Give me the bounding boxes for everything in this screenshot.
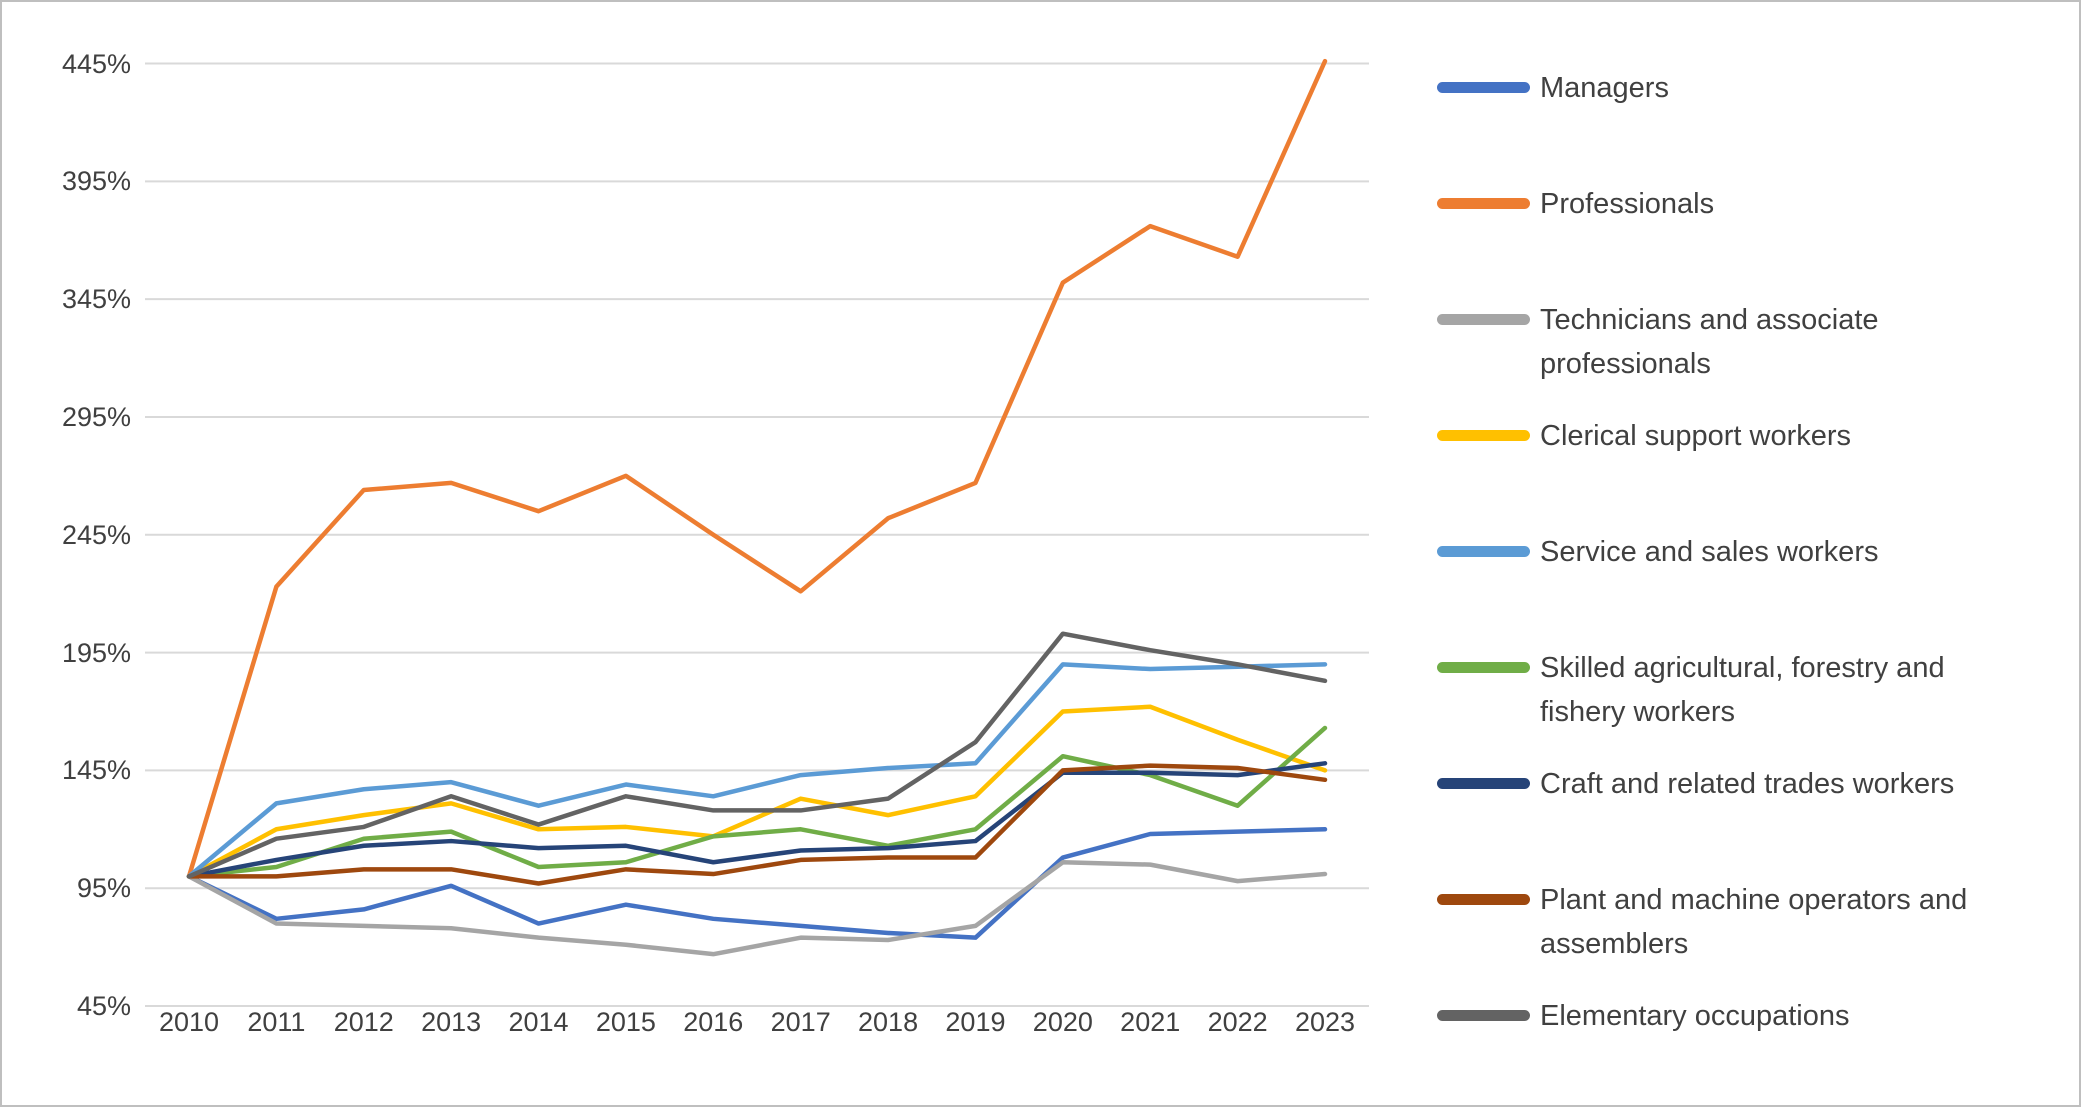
x-axis-tick-label: 2020	[1032, 1007, 1093, 1037]
x-axis-tick-label: 2015	[595, 1007, 656, 1037]
series-line-elementary-occupations	[186, 631, 1328, 879]
legend-marker-elementary-occupations	[1437, 1010, 1530, 1021]
legend-marker-plant-and-machine-operators-and-assemblers	[1437, 894, 1530, 905]
legend-item-label: Technicians and associate professionals	[1540, 304, 1879, 380]
series-line-managers	[186, 827, 1328, 940]
legend-item-label: Plant and machine operators and assemble…	[1540, 884, 1968, 960]
series-line-clerical-support-workers	[186, 704, 1328, 879]
series-line-craft-and-related-trades-workers	[186, 761, 1328, 879]
y-axis-tick-label: 45%	[76, 991, 131, 1021]
x-axis-tick-label: 2011	[247, 1007, 306, 1037]
x-axis-tick-label: 2018	[858, 1007, 919, 1037]
y-axis-tick-label: 95%	[76, 873, 131, 904]
x-axis-tick-label: 2013	[421, 1007, 482, 1037]
legend-marker-craft-and-related-trades-workers	[1437, 778, 1530, 789]
legend-item-label: Professionals	[1540, 188, 1715, 220]
x-axis-tick-label: 2010	[158, 1007, 220, 1037]
x-axis-tick-label: 2021	[1120, 1007, 1181, 1037]
legend-item-label: Elementary occupations	[1540, 1000, 1850, 1032]
x-axis-tick-label: 2017	[770, 1007, 831, 1037]
x-axis-tick-label: 2019	[945, 1007, 1006, 1037]
series-line-plant-and-machine-operators-and-assemblers	[186, 763, 1328, 886]
x-axis-tick-label: 2022	[1207, 1007, 1268, 1037]
legend-item-label: Craft and related trades workers	[1540, 768, 1955, 800]
legend-marker-professionals	[1437, 198, 1530, 209]
series-line-service-and-sales-workers	[186, 662, 1328, 879]
y-axis-tick-label: 295%	[61, 401, 131, 432]
y-axis-tick-label: 195%	[61, 637, 131, 668]
x-axis-tick-label: 2014	[508, 1007, 569, 1037]
x-axis-tick-label: 2012	[333, 1007, 394, 1037]
y-axis-tick-label: 395%	[61, 166, 131, 197]
legend-item-label: Managers	[1540, 72, 1669, 104]
legend-item-label: Clerical support workers	[1540, 420, 1852, 452]
legend-item-label: Service and sales workers	[1540, 536, 1879, 568]
legend-marker-service-and-sales-workers	[1437, 546, 1530, 557]
legend-marker-technicians-and-associate-professionals	[1437, 314, 1530, 325]
legend-item-label: Skilled agricultural, forestry and fishe…	[1540, 652, 1945, 728]
legend-marker-skilled-agricultural-forestry-and-fishery-workers	[1437, 662, 1530, 673]
series-line-professionals	[186, 58, 1328, 879]
series-line-technicians-and-associate-professionals	[186, 860, 1328, 957]
x-axis-tick-label: 2023	[1294, 1007, 1356, 1037]
legend-marker-managers	[1437, 82, 1530, 93]
y-axis-tick-label: 245%	[61, 519, 131, 550]
y-axis-tick-label: 345%	[61, 284, 131, 315]
x-axis-tick-label: 2016	[683, 1007, 744, 1037]
y-axis-tick-label: 145%	[61, 755, 131, 786]
y-axis-tick-label: 445%	[61, 48, 131, 79]
legend-marker-clerical-support-workers	[1437, 430, 1530, 441]
